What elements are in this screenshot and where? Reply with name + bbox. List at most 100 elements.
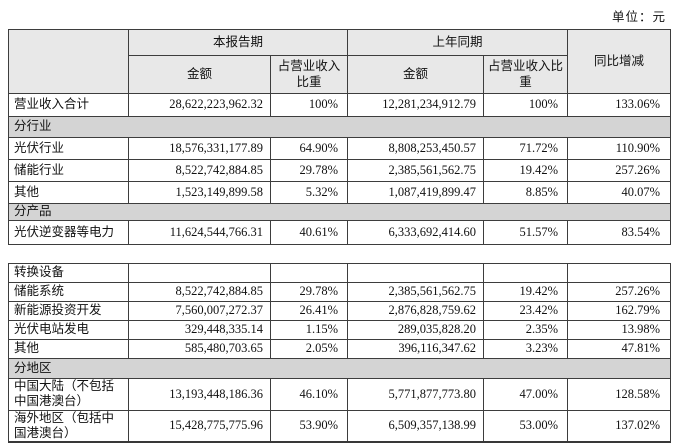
yoy-cell: 40.07%: [567, 181, 672, 204]
corner-cell: [8, 29, 129, 94]
yoy-cell: 133.06%: [567, 93, 672, 117]
yoy-cell: 128.58%: [567, 378, 671, 411]
row-label-cell: 储能行业: [8, 159, 129, 182]
amount-cell: 2,876,828,759.62: [347, 301, 484, 321]
amount-cell: 1,087,419,899.47: [347, 181, 485, 204]
share-cell: 40.61%: [269, 220, 349, 245]
prior-period-header: 上年同期: [347, 29, 569, 56]
table-row: 光伏行业 18,576,331,177.89 64.90% 8,808,253,…: [8, 137, 672, 160]
share-cell: 51.57%: [483, 220, 569, 245]
row-label-cell: 光伏逆变器等电力: [8, 220, 129, 245]
amount-cell: 396,116,347.62: [347, 339, 484, 359]
section-band-label: 分行业: [7, 116, 672, 138]
yoy-cell: 47.81%: [567, 339, 671, 359]
yoy-cell: 110.90%: [567, 137, 672, 160]
row-label-cell: 转换设备: [8, 263, 129, 283]
amount-cell: 8,522,742,884.85: [128, 159, 271, 182]
amount-cell: 6,333,692,414.60: [347, 220, 485, 245]
amount-cell: 18,576,331,177.89: [128, 137, 271, 160]
table-row: 新能源投资开发 7,560,007,272.37 26.41% 2,876,82…: [8, 301, 671, 321]
amount-cell: 585,480,703.65: [128, 339, 271, 359]
yoy-cell: 257.26%: [567, 159, 672, 182]
table-row: 光伏电站发电 329,448,335.14 1.15% 289,035,828.…: [8, 320, 671, 340]
table-row: 营业收入合计 28,622,223,962.32 100% 12,281,234…: [8, 93, 672, 117]
table-row: 其他 585,480,703.65 2.05% 396,116,347.62 3…: [8, 339, 671, 359]
row-label-cell: 储能系统: [8, 282, 129, 302]
unit-label: 单位：元: [611, 10, 666, 24]
share-cell: 26.41%: [270, 301, 348, 321]
table-row: 储能行业 8,522,742,884.85 29.78% 2,385,561,5…: [8, 159, 672, 182]
table-row: 转换设备: [8, 263, 671, 283]
row-label-cell: 海外地区（包括中国港澳台）: [8, 409, 129, 443]
share-cell: 1.15%: [270, 320, 348, 340]
row-label-cell: 光伏行业: [8, 137, 129, 160]
share-cell: 100%: [483, 93, 569, 117]
yoy-cell: [567, 263, 671, 283]
row-label-cell: 新能源投资开发: [8, 301, 129, 321]
section-band-label: 分产品: [7, 203, 672, 221]
amount-cell: 13,193,448,186.36: [128, 378, 271, 411]
current-period-header: 本报告期: [127, 29, 349, 56]
row-label-cell: 营业收入合计: [8, 93, 129, 117]
amount-cell: 2,385,561,562.75: [347, 159, 485, 182]
amount-cell: [128, 263, 271, 283]
share-cell: 53.90%: [270, 409, 348, 443]
share-cell: 46.10%: [270, 378, 348, 411]
share-cell: 19.42%: [483, 282, 568, 302]
share-header-current: 占营业收入比重: [269, 55, 349, 94]
section-band-row: 分地区: [8, 358, 671, 379]
amount-cell: 28,622,223,962.32: [128, 93, 271, 117]
amount-cell: 7,560,007,272.37: [128, 301, 271, 321]
section-band-row: 分产品: [7, 203, 672, 221]
share-cell: 47.00%: [483, 378, 568, 411]
row-label-cell: 其他: [8, 181, 129, 204]
share-cell: 3.23%: [483, 339, 568, 359]
table-row: 中国大陆（不包括中国港澳台） 13,193,448,186.36 46.10% …: [8, 378, 671, 411]
share-cell: 71.72%: [483, 137, 569, 160]
share-cell: 2.35%: [483, 320, 568, 340]
amount-cell: 11,624,544,766.31: [128, 220, 271, 245]
table-row: 储能系统 8,522,742,884.85 29.78% 2,385,561,5…: [8, 282, 671, 302]
share-cell: 23.42%: [483, 301, 568, 321]
share-cell: 64.90%: [269, 137, 349, 160]
yoy-change-header: 同比增减: [567, 29, 672, 94]
amount-header-current: 金额: [128, 55, 271, 94]
revenue-breakdown-table-part2: 转换设备 储能系统 8,522,742,884.85 29.78% 2,385,…: [8, 263, 671, 443]
row-label-cell: 其他: [8, 339, 129, 359]
yoy-cell: 83.54%: [567, 220, 672, 245]
amount-cell: 6,509,357,138.99: [347, 409, 484, 443]
row-label-cell: 中国大陆（不包括中国港澳台）: [8, 378, 129, 411]
share-cell: 5.32%: [269, 181, 349, 204]
share-header-prior: 占营业收入比重: [483, 55, 569, 94]
share-cell: 19.42%: [483, 159, 569, 182]
yoy-cell: 257.26%: [567, 282, 671, 302]
amount-cell: 15,428,775,775.96: [128, 409, 271, 443]
amount-cell: 12,281,234,912.79: [347, 93, 485, 117]
amount-cell: 1,523,149,899.58: [128, 181, 271, 204]
amount-cell: 8,808,253,450.57: [347, 137, 485, 160]
amount-cell: 329,448,335.14: [128, 320, 271, 340]
share-cell: 2.05%: [270, 339, 348, 359]
share-cell: 29.78%: [269, 159, 349, 182]
yoy-cell: 137.02%: [567, 409, 671, 443]
amount-cell: 289,035,828.20: [347, 320, 484, 340]
yoy-cell: 162.79%: [567, 301, 671, 321]
share-cell: 100%: [269, 93, 349, 117]
amount-cell: 5,771,877,773.80: [347, 378, 484, 411]
header-row-periods: 本报告期 上年同期 同比增减: [8, 29, 672, 94]
section-band-label: 分地区: [8, 358, 671, 379]
amount-cell: 8,522,742,884.85: [128, 282, 271, 302]
table-row: 其他 1,523,149,899.58 5.32% 1,087,419,899.…: [8, 181, 672, 204]
amount-header-prior: 金额: [347, 55, 485, 94]
revenue-breakdown-table-part1: 本报告期 上年同期 同比增减 金额 占营业收入比重 金额 占营业收入比重 营业收…: [7, 29, 672, 245]
share-cell: 8.85%: [483, 181, 569, 204]
share-cell: [483, 263, 568, 283]
amount-cell: [347, 263, 484, 283]
yoy-cell: 13.98%: [567, 320, 671, 340]
share-cell: [270, 263, 348, 283]
header-row-measures: 金额 占营业收入比重 金额 占营业收入比重: [9, 55, 671, 94]
section-band-row: 分行业: [7, 116, 672, 138]
share-cell: 29.78%: [270, 282, 348, 302]
table-row: 光伏逆变器等电力 11,624,544,766.31 40.61% 6,333,…: [8, 220, 672, 245]
row-label-cell: 光伏电站发电: [8, 320, 129, 340]
